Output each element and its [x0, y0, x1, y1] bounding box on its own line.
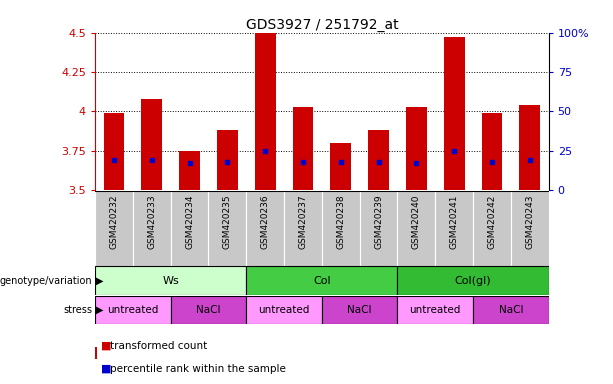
Text: ■: ■	[101, 364, 112, 374]
Text: Col: Col	[313, 275, 330, 286]
Text: GSM420238: GSM420238	[336, 195, 345, 249]
Bar	[179, 151, 200, 190]
Text: Ws: Ws	[162, 275, 179, 286]
Bar	[95, 347, 97, 359]
Bar	[330, 143, 351, 190]
Bar	[397, 266, 549, 295]
Bar	[368, 130, 389, 190]
Bar	[95, 296, 170, 324]
Bar	[397, 296, 473, 324]
Bar	[360, 191, 397, 266]
Text: GSM420240: GSM420240	[412, 195, 421, 249]
Text: untreated: untreated	[258, 305, 310, 315]
Bar	[519, 105, 540, 190]
Text: genotype/variation: genotype/variation	[0, 275, 92, 286]
Text: untreated: untreated	[107, 305, 159, 315]
Bar	[473, 191, 511, 266]
Bar	[170, 191, 208, 266]
Bar	[406, 107, 427, 190]
Text: GSM420241: GSM420241	[449, 195, 459, 249]
Bar	[435, 191, 473, 266]
Text: ▶: ▶	[96, 275, 104, 286]
Text: stress: stress	[63, 305, 92, 315]
Bar	[255, 33, 275, 190]
Text: NaCl: NaCl	[348, 305, 372, 315]
Text: transformed count: transformed count	[110, 341, 208, 351]
Bar	[95, 191, 133, 266]
Bar	[208, 191, 246, 266]
Text: GSM420243: GSM420243	[525, 195, 535, 249]
Text: NaCl: NaCl	[498, 305, 523, 315]
Text: NaCl: NaCl	[196, 305, 221, 315]
Bar	[284, 191, 322, 266]
Title: GDS3927 / 251792_at: GDS3927 / 251792_at	[246, 18, 398, 31]
Text: GSM420232: GSM420232	[109, 195, 118, 249]
Bar	[482, 113, 502, 190]
Text: ▶: ▶	[96, 305, 104, 315]
Bar	[322, 296, 397, 324]
Bar	[397, 191, 435, 266]
Text: GSM420239: GSM420239	[374, 195, 383, 249]
Text: GSM420233: GSM420233	[147, 195, 156, 249]
Text: GSM420234: GSM420234	[185, 195, 194, 249]
Text: ■: ■	[101, 341, 112, 351]
Bar	[511, 191, 549, 266]
Text: Col(gl): Col(gl)	[455, 275, 492, 286]
Text: GSM420235: GSM420235	[223, 195, 232, 249]
Bar	[473, 296, 549, 324]
Bar	[292, 107, 313, 190]
Bar	[246, 266, 397, 295]
Text: untreated: untreated	[409, 305, 461, 315]
Text: GSM420236: GSM420236	[261, 195, 270, 249]
Bar	[142, 99, 162, 190]
Bar	[133, 191, 170, 266]
Text: GSM420237: GSM420237	[299, 195, 308, 249]
Bar	[246, 191, 284, 266]
Bar	[170, 296, 246, 324]
Bar	[444, 37, 465, 190]
Text: percentile rank within the sample: percentile rank within the sample	[110, 364, 286, 374]
Bar	[95, 266, 246, 295]
Bar	[246, 296, 322, 324]
Bar	[217, 130, 238, 190]
Text: GSM420242: GSM420242	[487, 195, 497, 249]
Bar	[322, 191, 360, 266]
Bar	[104, 113, 124, 190]
